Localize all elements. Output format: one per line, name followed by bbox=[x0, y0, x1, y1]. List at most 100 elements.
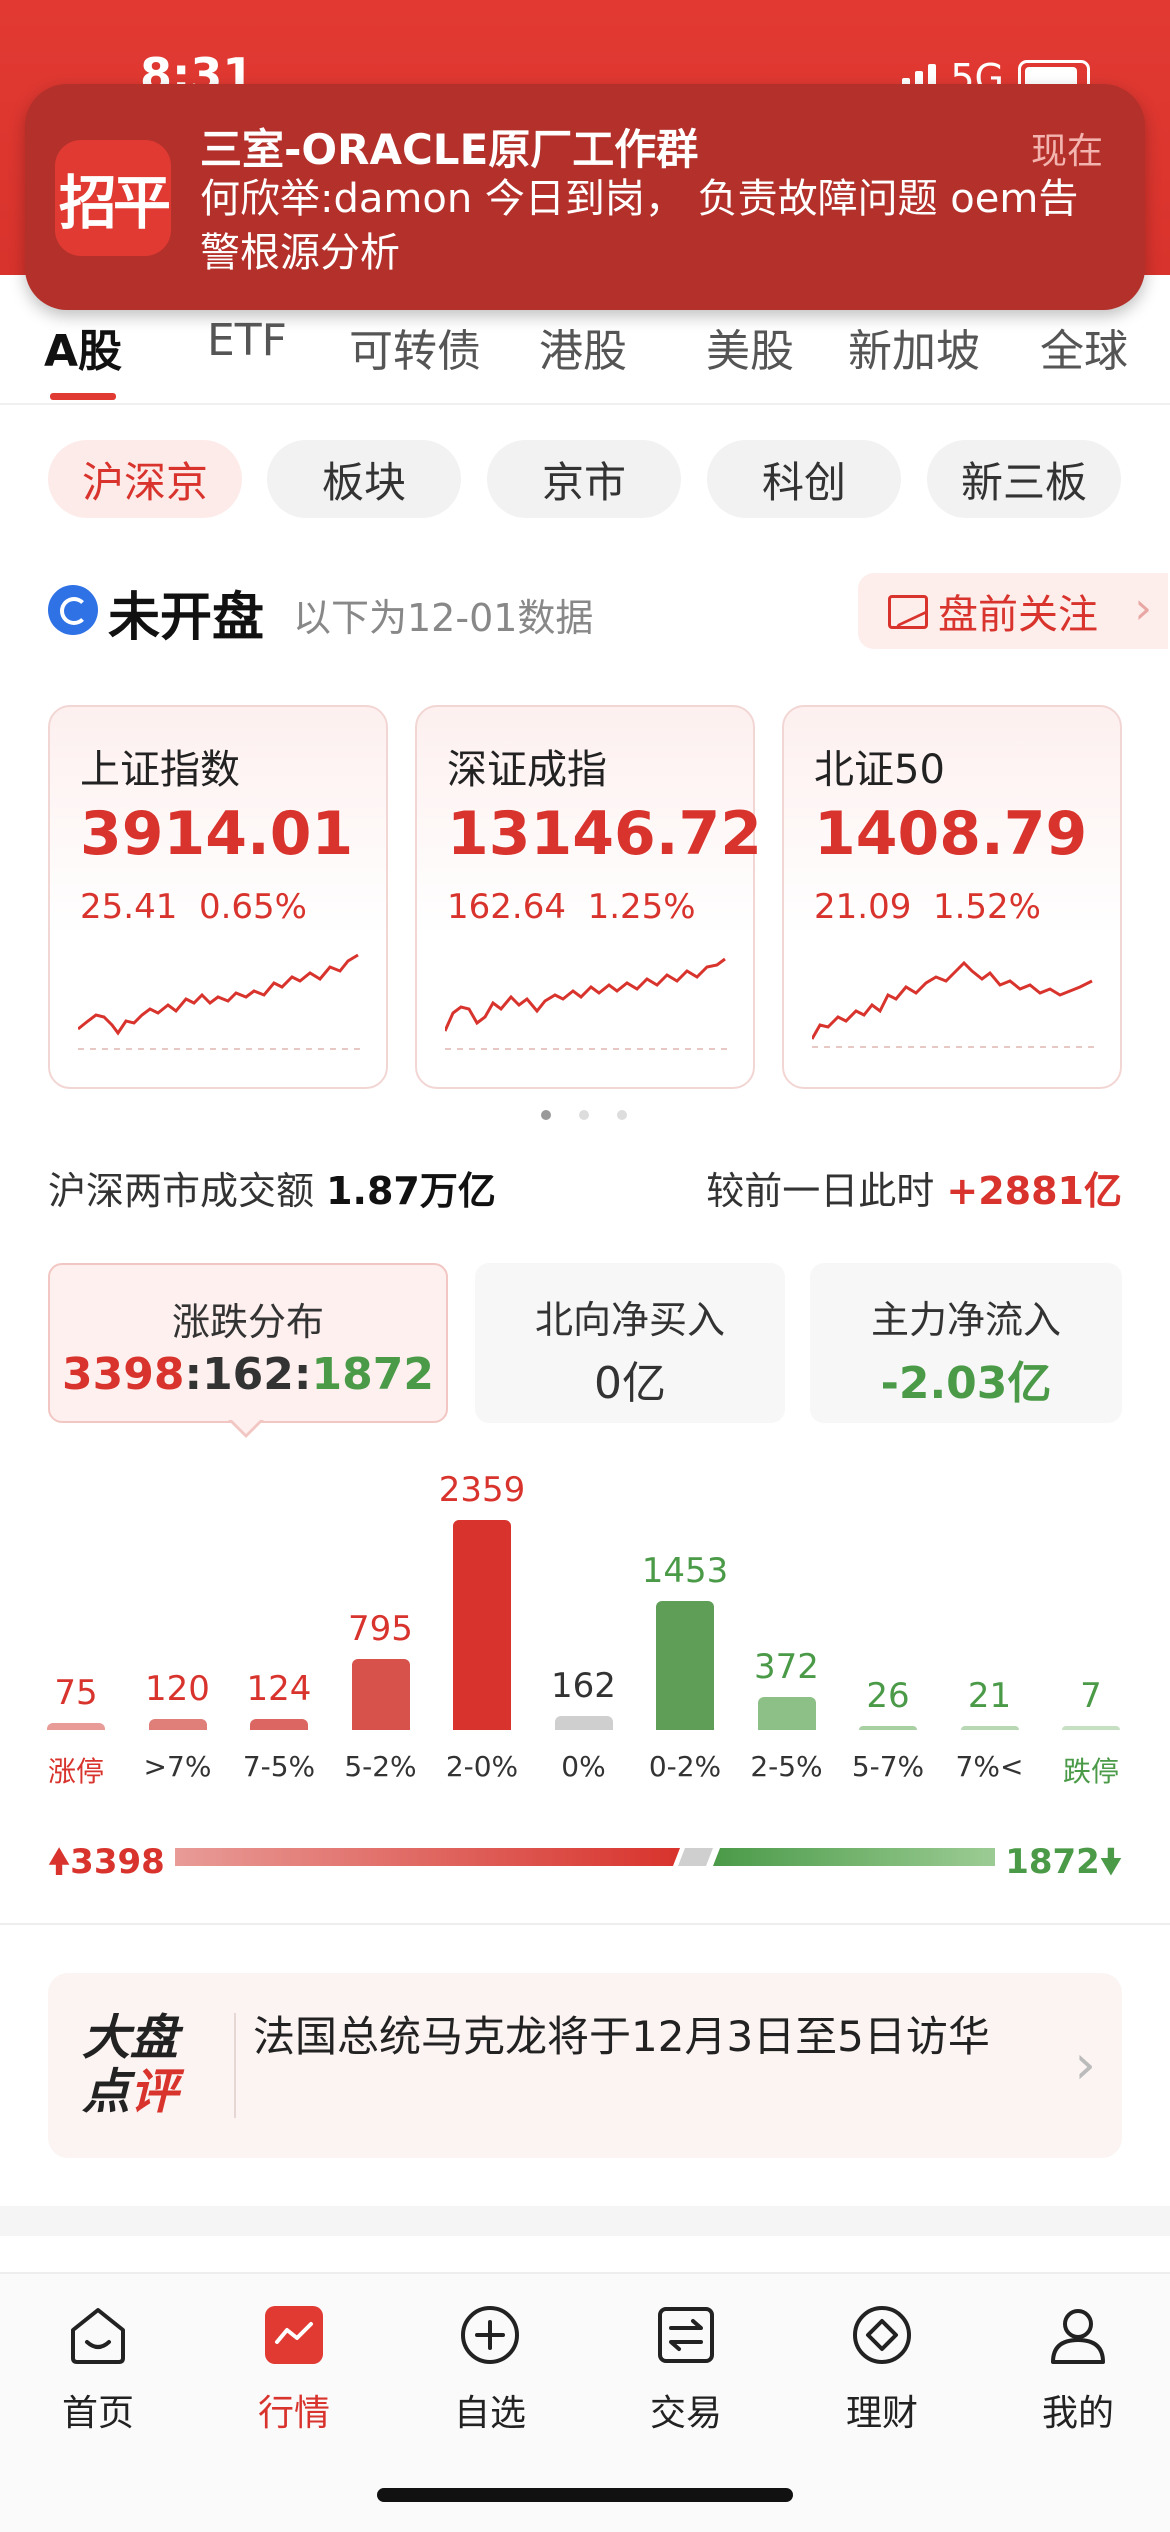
distribution-value-label: 120 bbox=[145, 1669, 210, 1709]
distribution-value-label: 1453 bbox=[641, 1551, 729, 1591]
index-name: 上证指数 bbox=[80, 747, 240, 793]
active-tab-indicator bbox=[50, 393, 116, 400]
distribution-value-label: 124 bbox=[246, 1669, 312, 1709]
distribution-bar bbox=[148, 1719, 207, 1730]
distribution-bar bbox=[960, 1726, 1019, 1730]
premarket-watch-label: 盘前关注 bbox=[938, 592, 1098, 638]
trend-chart-icon bbox=[888, 595, 928, 629]
profile-icon bbox=[1051, 2309, 1105, 2364]
news-separator bbox=[234, 2013, 236, 2118]
index-sparkline bbox=[812, 960, 1096, 1048]
updown-distribution-box[interactable]: 涨跌分布 3398:162:1872 bbox=[48, 1263, 448, 1423]
distribution-value-label: 795 bbox=[348, 1609, 413, 1649]
nav-watchlist[interactable]: 自选 bbox=[420, 2304, 560, 2436]
add-circle-icon bbox=[461, 2306, 519, 2364]
ratio-down-count: 1872🠟 bbox=[1005, 1842, 1122, 1882]
index-name: 深证成指 bbox=[447, 747, 607, 793]
distribution-bar bbox=[453, 1520, 511, 1730]
northbound-value: 0亿 bbox=[594, 1358, 666, 1409]
index-card-shenzhen[interactable]: 深证成指 13146.72 162.64 1.25% bbox=[415, 705, 762, 1089]
index-card-shanghai[interactable]: 上证指数 3914.01 25.41 0.65% bbox=[48, 705, 388, 1089]
distribution-category-label: 7%< bbox=[955, 1750, 1024, 1783]
market-status-title: 未开盘 bbox=[108, 588, 265, 648]
index-sparkline bbox=[78, 953, 362, 1050]
tab-etf[interactable]: ETF bbox=[207, 315, 287, 366]
distribution-bar bbox=[554, 1716, 613, 1730]
notification-app-icon: 招平 bbox=[55, 140, 171, 256]
market-icon bbox=[265, 2306, 323, 2364]
notification-body: 何欣举:damon 今日到岗， 负责故障问题 oem告警根源分析 bbox=[200, 176, 1079, 276]
home-icon bbox=[71, 2308, 125, 2364]
stat-label: 北向净买入 bbox=[534, 1298, 725, 1342]
distribution-bar bbox=[250, 1719, 308, 1730]
turnover-summary: 沪深两市成交额 1.87万亿 bbox=[48, 1169, 496, 1213]
nav-wealth[interactable]: 理财 bbox=[812, 2304, 952, 2436]
turnover-compare: 较前一日此时 +2881亿 bbox=[706, 1169, 1122, 1213]
index-card-bse50[interactable]: 北证50 1408.79 21.09 1.52% bbox=[782, 705, 1122, 1089]
notification-time: 现在 bbox=[1030, 131, 1103, 172]
stat-label: 涨跌分布 bbox=[171, 1300, 324, 1344]
distribution-value-label: 75 bbox=[54, 1673, 98, 1713]
commentary-headline: 法国总统马克龙将于12月3日至5日访华 bbox=[253, 2012, 990, 2061]
nav-profile[interactable]: 我的 bbox=[1008, 2304, 1148, 2436]
stat-label: 主力净流入 bbox=[870, 1298, 1061, 1342]
mainflow-box[interactable]: 主力净流入 -2.03亿 bbox=[810, 1263, 1122, 1423]
tab-singapore[interactable]: 新加坡 bbox=[848, 326, 980, 377]
distribution-value-label: 2359 bbox=[438, 1470, 526, 1510]
distribution-category-label: 2-5% bbox=[750, 1750, 823, 1783]
distribution-bar bbox=[47, 1723, 105, 1730]
section-divider bbox=[0, 1923, 1170, 1925]
trade-icon bbox=[658, 2307, 714, 2363]
index-name: 北证50 bbox=[814, 747, 945, 793]
index-value: 3914.01 bbox=[80, 799, 354, 869]
distribution-category-label: 2-0% bbox=[445, 1750, 519, 1783]
nav-market[interactable]: 行情 bbox=[224, 2304, 364, 2436]
northbound-box[interactable]: 北向净买入 0亿 bbox=[475, 1263, 785, 1423]
tab-hk-stocks[interactable]: 港股 bbox=[539, 326, 627, 377]
premarket-watch-button[interactable]: 盘前关注 › bbox=[858, 573, 1168, 649]
market-status-subtitle: 以下为12-01数据 bbox=[293, 596, 594, 640]
carousel-dots bbox=[541, 1110, 627, 1120]
notification-banner[interactable]: 招平 三室-ORACLE原厂工作群 现在 何欣举:damon 今日到岗， 负责故… bbox=[25, 84, 1145, 310]
up-down-ratio-bar bbox=[175, 1848, 995, 1866]
updown-distribution-chart: 75 涨停 120 >7% 124 7-5% 795 5-2% 2359 2-0% 162 0% 145… bbox=[30, 1460, 1140, 1800]
distribution-value-label: 21 bbox=[967, 1676, 1012, 1716]
distribution-value-label: 372 bbox=[754, 1647, 819, 1687]
subtab-hushenjing[interactable]: 沪深京 bbox=[48, 440, 242, 518]
chevron-right-icon: › bbox=[1134, 583, 1152, 634]
distribution-value-label: 7 bbox=[1080, 1676, 1102, 1716]
distribution-value-label: 26 bbox=[866, 1676, 910, 1716]
nav-home[interactable]: 首页 bbox=[28, 2304, 168, 2436]
distribution-bar bbox=[859, 1726, 917, 1730]
tab-us-stocks[interactable]: 美股 bbox=[706, 326, 794, 377]
tab-convertible-bonds[interactable]: 可转债 bbox=[349, 326, 481, 377]
distribution-category-label: >7% bbox=[143, 1750, 212, 1783]
index-change: 21.09 1.52% bbox=[814, 887, 1041, 927]
distribution-bar bbox=[656, 1601, 714, 1730]
tab-a-shares[interactable]: A股 bbox=[44, 326, 123, 377]
subtab-neeq[interactable]: 新三板 bbox=[927, 440, 1121, 518]
mainflow-value: -2.03亿 bbox=[880, 1358, 1052, 1409]
index-value: 1408.79 bbox=[814, 799, 1088, 869]
nav-trade[interactable]: 交易 bbox=[616, 2304, 756, 2436]
distribution-category-label: 涨停 bbox=[47, 1755, 104, 1788]
distribution-category-label: 跌停 bbox=[1062, 1755, 1119, 1788]
updown-counts: 3398:162:1872 bbox=[61, 1349, 434, 1400]
distribution-category-label: 7-5% bbox=[242, 1750, 316, 1783]
tab-global[interactable]: 全球 bbox=[1040, 326, 1128, 377]
subtab-sectors[interactable]: 板块 bbox=[267, 440, 461, 518]
market-commentary-card[interactable]: 大盘 点评 法国总统马克龙将于12月3日至5日访华 › bbox=[48, 1973, 1122, 2158]
wealth-icon bbox=[853, 2306, 911, 2364]
home-indicator bbox=[377, 2488, 793, 2502]
notification-title: 三室-ORACLE原厂工作群 bbox=[200, 125, 699, 174]
index-change: 25.41 0.65% bbox=[80, 887, 307, 927]
distribution-category-label: 0% bbox=[561, 1750, 606, 1783]
subtab-star-market[interactable]: 科创 bbox=[707, 440, 901, 518]
market-status-row: 未开盘 以下为12-01数据 盘前关注 › bbox=[48, 573, 1168, 649]
chevron-right-icon: › bbox=[1074, 2033, 1096, 2096]
distribution-value-label: 162 bbox=[551, 1666, 616, 1706]
index-change: 162.64 1.25% bbox=[447, 887, 696, 927]
subtab-beijing[interactable]: 京市 bbox=[487, 440, 681, 518]
active-box-pointer bbox=[228, 1418, 264, 1438]
distribution-bar bbox=[757, 1697, 816, 1730]
